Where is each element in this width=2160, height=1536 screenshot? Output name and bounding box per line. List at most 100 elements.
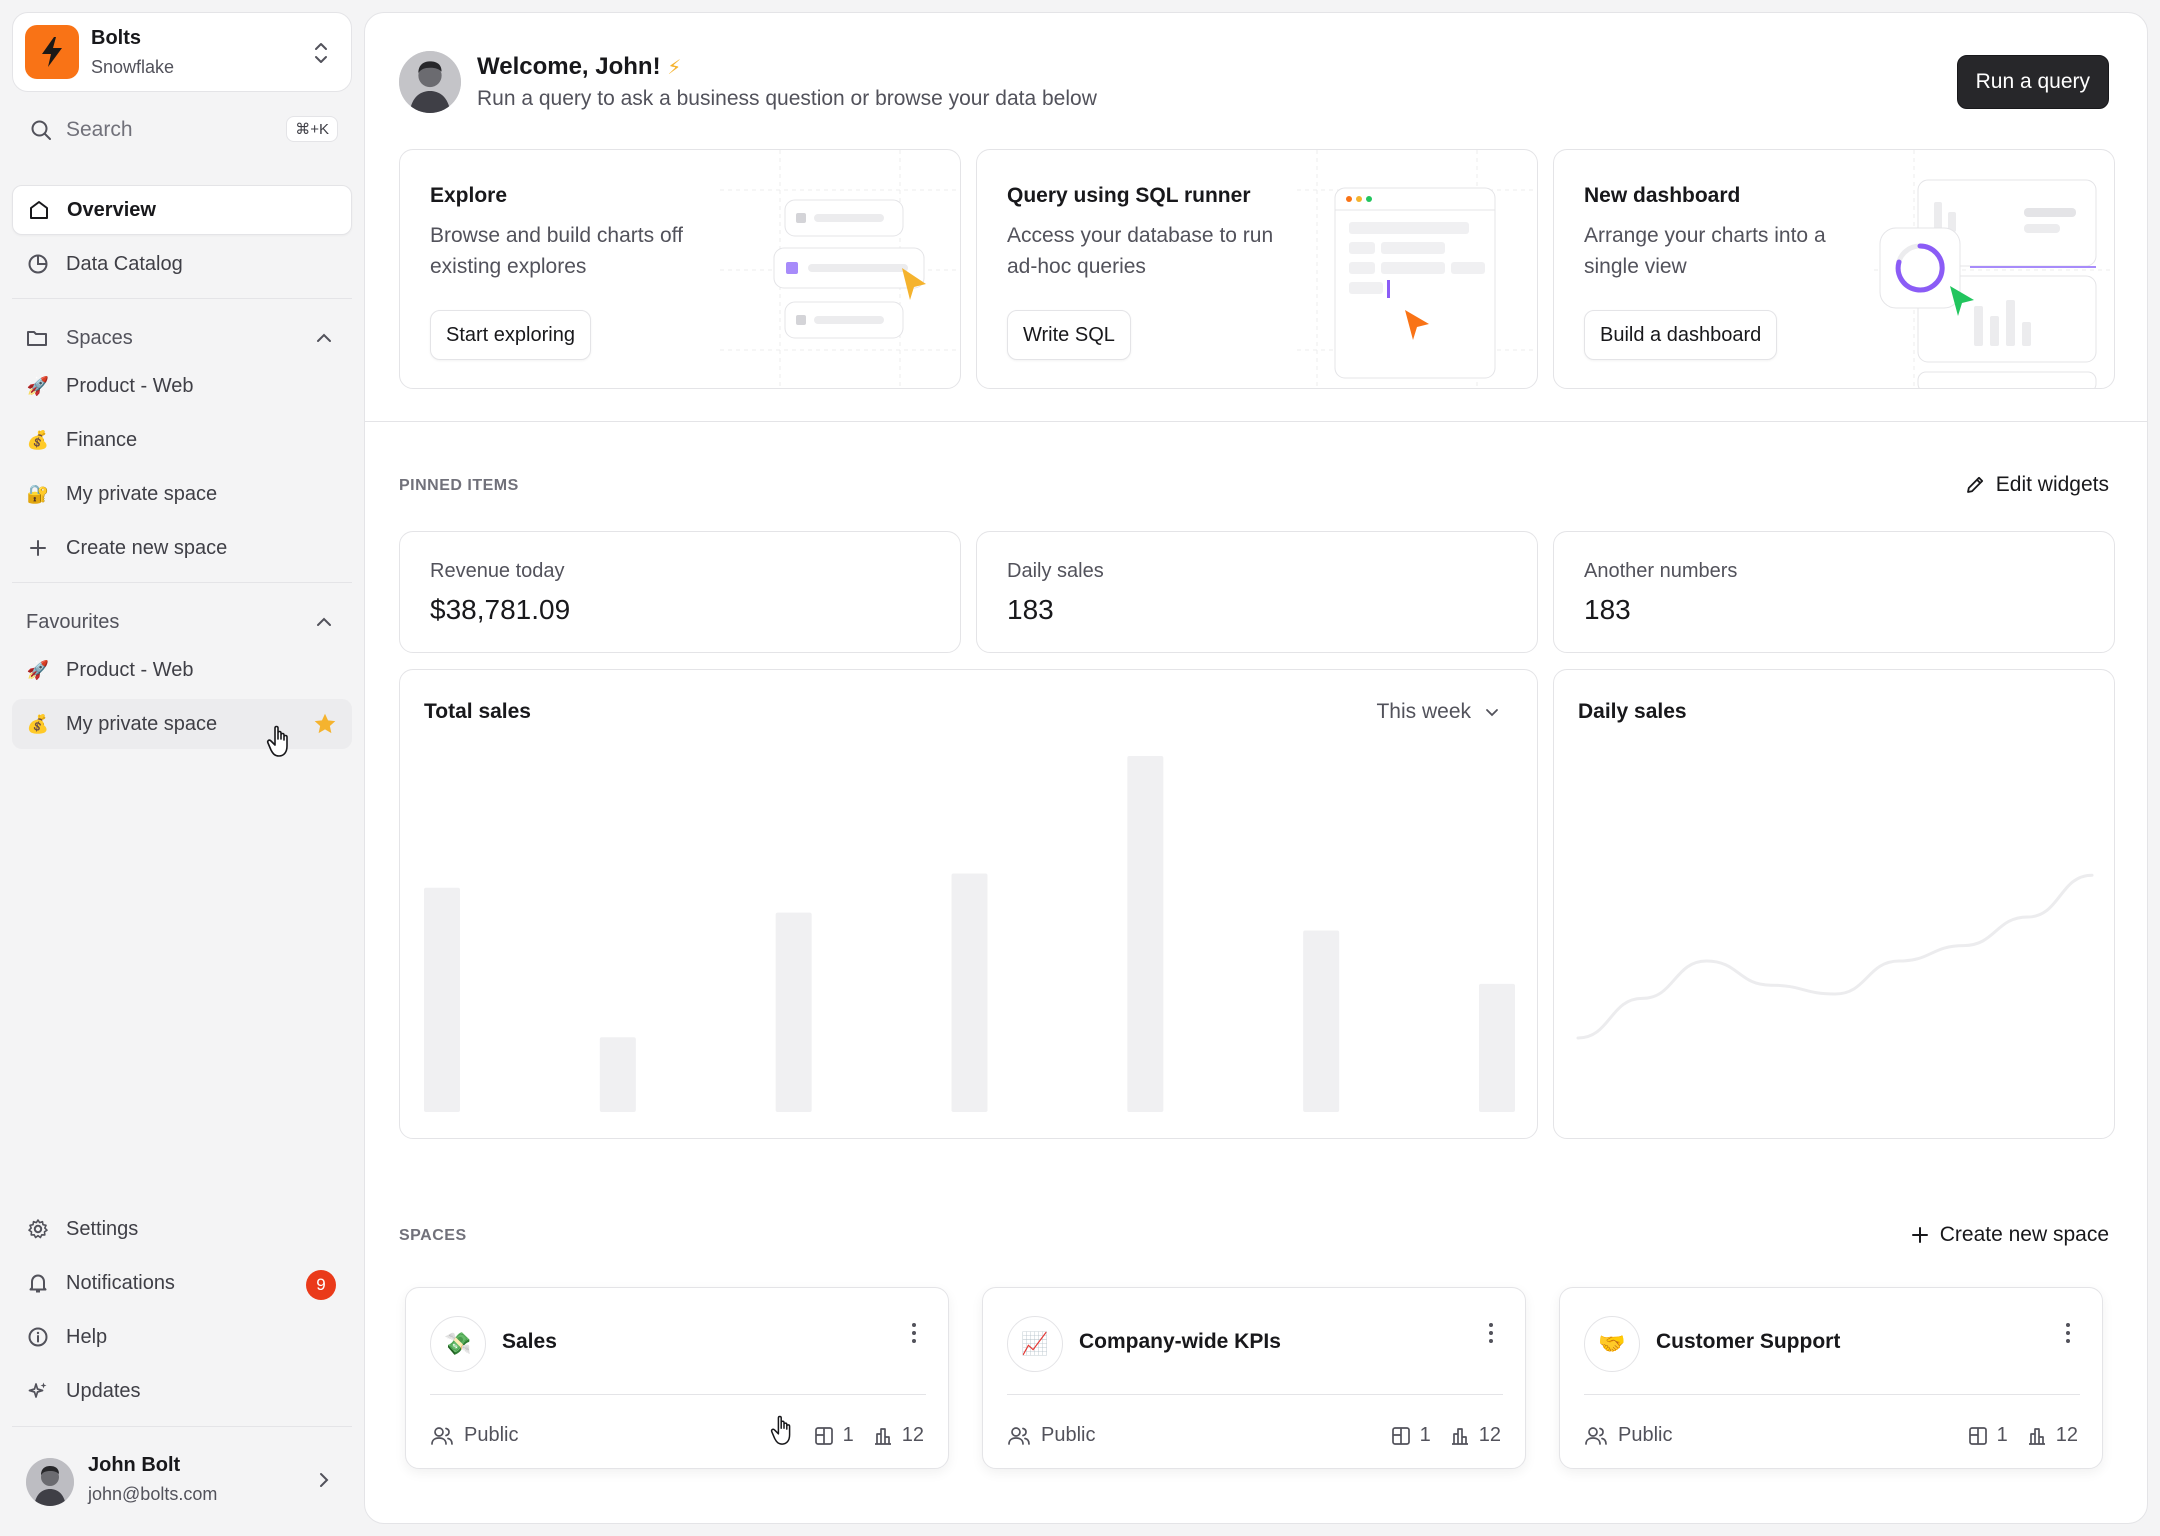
users-icon: [1585, 1426, 1607, 1445]
stat-value: 183: [1584, 594, 1631, 625]
rocket-emoji-icon: 🚀: [26, 659, 50, 680]
nav-notifications-label: Notifications: [66, 1271, 175, 1294]
more-options-icon[interactable]: [2064, 1322, 2072, 1344]
gear-icon: [26, 1217, 50, 1241]
bell-icon: [26, 1271, 50, 1295]
bar: [424, 887, 460, 1112]
stat-daily-sales[interactable]: Daily sales 183: [976, 531, 1538, 653]
favourite-item-my-private-space[interactable]: 💰 My private space: [12, 699, 352, 749]
nav-data-catalog[interactable]: Data Catalog: [12, 239, 352, 289]
edit-widgets-label: Edit widgets: [1995, 473, 2109, 496]
favourites-header-label: Favourites: [26, 610, 120, 633]
space-visibility: Public: [1007, 1424, 1095, 1447]
chevron-up-icon[interactable]: [314, 612, 334, 632]
nav-notifications[interactable]: Notifications 9: [12, 1258, 352, 1308]
nav-settings[interactable]: Settings: [12, 1204, 352, 1254]
build-dashboard-button[interactable]: Build a dashboard: [1584, 310, 1778, 360]
spaces-header-label: Spaces: [66, 326, 133, 349]
folder-icon: [26, 328, 50, 348]
org-name: Bolts: [91, 27, 141, 49]
search-shortcut: ⌘+K: [286, 116, 338, 142]
bar: [775, 912, 812, 1112]
space-name: Sales: [502, 1330, 557, 1353]
sidebar-item-product-web[interactable]: 🚀 Product - Web: [12, 361, 352, 411]
card-title: Query using SQL runner: [1007, 184, 1251, 207]
dashboard-icon: [1968, 1426, 1987, 1445]
space-counts: 1 12: [1390, 1424, 1501, 1447]
bar-chart-icon: [1451, 1427, 1468, 1445]
create-space-link[interactable]: Create new space: [12, 523, 352, 573]
avatar: [26, 1458, 74, 1506]
chevron-up-icon[interactable]: [314, 328, 334, 348]
search-placeholder: Search: [66, 118, 133, 141]
bar: [1479, 983, 1515, 1112]
card-title: New dashboard: [1584, 184, 1741, 207]
favourite-item-label: My private space: [66, 712, 218, 735]
stat-another-numbers[interactable]: Another numbers 183: [1553, 531, 2115, 653]
welcome-title-text: Welcome, John!: [477, 53, 661, 80]
section-divider: [365, 421, 2147, 422]
bar-chart-icon: [874, 1427, 891, 1445]
more-options-icon[interactable]: [1487, 1322, 1495, 1344]
space-card-company-wide-kpis[interactable]: 📈 Company-wide KPIs Public 1 12: [982, 1287, 1526, 1469]
space-visibility-label: Public: [464, 1424, 519, 1446]
space-card-customer-support[interactable]: 🤝 Customer Support Public 1 12: [1559, 1287, 2103, 1469]
home-icon: [27, 198, 51, 222]
sidebar-item-my-private-space[interactable]: 🔐 My private space: [12, 469, 352, 519]
search-input[interactable]: Search ⌘+K: [12, 106, 352, 154]
org-switcher[interactable]: Bolts Snowflake: [12, 12, 352, 92]
hand-cursor-icon: [770, 1415, 791, 1445]
explore-illustration-icon: [720, 150, 960, 388]
space-counts: 1 12: [1967, 1424, 2078, 1447]
chart-title: Total sales: [424, 700, 531, 723]
start-exploring-button[interactable]: Start exploring: [430, 310, 591, 360]
run-query-button[interactable]: Run a query: [1956, 55, 2109, 109]
create-new-space-button[interactable]: Create new space: [1910, 1223, 2109, 1247]
total-sales-chart-card: Total sales This week: [399, 669, 1538, 1139]
card-divider: [1584, 1394, 2080, 1395]
pie-chart-icon: [26, 252, 50, 276]
nav-help-label: Help: [66, 1325, 108, 1348]
page-title: Welcome, John! ⚡: [477, 53, 681, 81]
time-range-select[interactable]: This week: [1376, 700, 1501, 724]
dashboard-icon: [1391, 1426, 1410, 1445]
spaces-section-header[interactable]: Spaces: [12, 318, 352, 358]
lightning-emoji-icon: ⚡: [667, 57, 682, 79]
explore-card: Explore Browse and build charts off exis…: [399, 149, 961, 389]
nav-overview[interactable]: Overview: [12, 185, 352, 235]
bar: [951, 873, 988, 1112]
sidebar: Bolts Snowflake Search ⌘+K Overview Data…: [0, 0, 360, 1536]
favourites-section-header[interactable]: Favourites: [12, 602, 352, 642]
card-description: Access your database to run ad-hoc queri…: [1007, 224, 1274, 278]
users-icon: [431, 1426, 453, 1445]
stat-revenue-today[interactable]: Revenue today $38,781.09: [399, 531, 961, 653]
dashboards-count: 1: [842, 1424, 854, 1446]
more-options-icon[interactable]: [910, 1322, 918, 1344]
star-icon[interactable]: [312, 711, 338, 737]
create-space-label: Create new space: [66, 536, 228, 559]
space-card-sales[interactable]: 💸 Sales Public 1 12: [405, 1287, 949, 1469]
nav-help[interactable]: Help: [12, 1312, 352, 1362]
money-bag-emoji-icon: 💰: [26, 713, 50, 734]
card-description: Arrange your charts into a single view: [1584, 224, 1826, 278]
users-icon: [1008, 1426, 1030, 1445]
notifications-count-badge: 9: [306, 1270, 336, 1300]
space-visibility-label: Public: [1041, 1424, 1096, 1446]
edit-widgets-button[interactable]: Edit widgets: [1964, 473, 2109, 497]
favourite-item-label: Product - Web: [66, 658, 194, 681]
stat-label: Revenue today: [430, 560, 565, 582]
new-dashboard-card: New dashboard Arrange your charts into a…: [1553, 149, 2115, 389]
write-sql-button[interactable]: Write SQL: [1007, 310, 1131, 360]
sidebar-item-finance[interactable]: 💰 Finance: [12, 415, 352, 465]
plus-icon: [26, 536, 50, 560]
bar: [1127, 756, 1164, 1112]
stat-value: $38,781.09: [430, 594, 571, 625]
nav-updates[interactable]: Updates: [12, 1366, 352, 1416]
chevron-down-icon: [1486, 709, 1498, 717]
sidebar-divider: [12, 582, 352, 583]
card-description: Browse and build charts off existing exp…: [430, 224, 683, 278]
favourite-item-product-web[interactable]: 🚀 Product - Web: [12, 645, 352, 695]
user-menu[interactable]: John Bolt john@bolts.com: [12, 1440, 352, 1524]
time-range-value: This week: [1376, 700, 1471, 723]
lock-emoji-icon: 🔐: [26, 483, 50, 504]
